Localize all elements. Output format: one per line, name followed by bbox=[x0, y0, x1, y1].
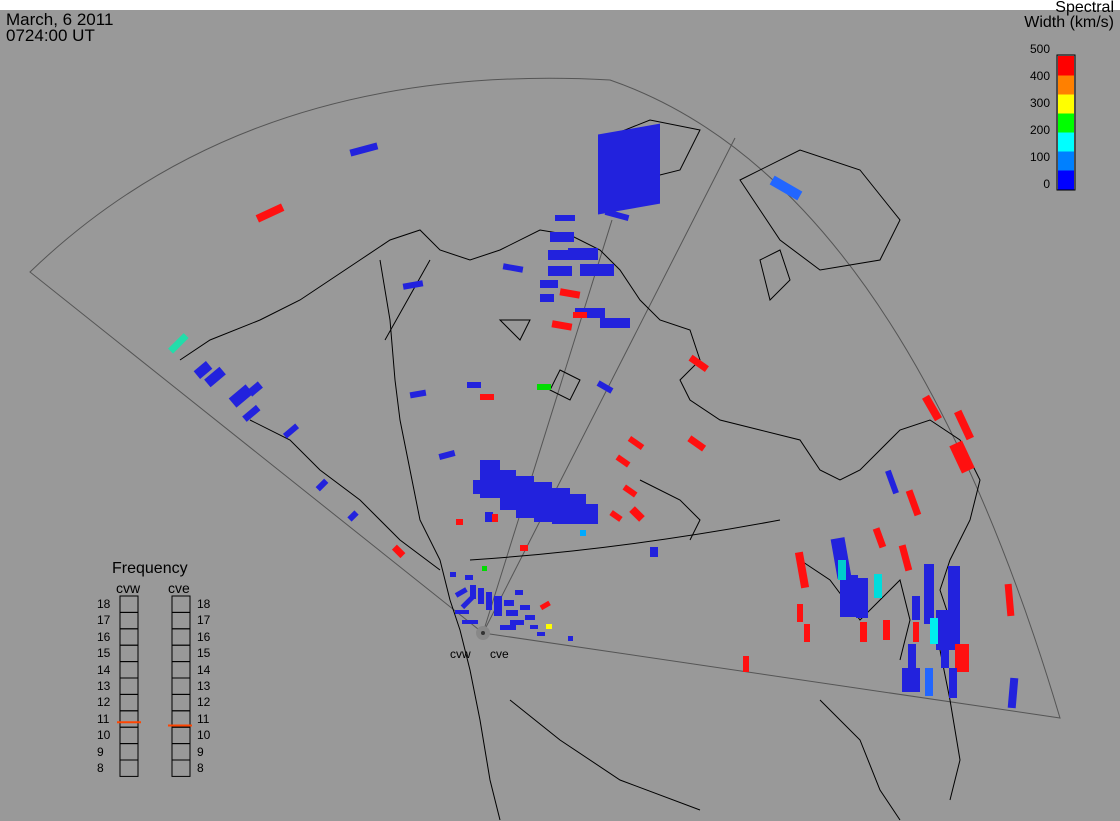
echo-near-green bbox=[482, 566, 487, 571]
radar-label-west: cvw bbox=[450, 647, 471, 661]
cve-frequency-label: 11 bbox=[197, 711, 210, 726]
echo-north-red-3 bbox=[573, 312, 587, 318]
cvw-frequency-label: 13 bbox=[97, 679, 111, 693]
cvw-frequency-cell bbox=[119, 743, 139, 761]
cvw-frequency-label: 9 bbox=[97, 744, 104, 759]
echo-mid-red-2 bbox=[492, 514, 498, 522]
cvw-frequency-cell bbox=[119, 644, 139, 663]
cvw-frequency-label: 16 bbox=[97, 629, 111, 644]
cvw-frequency-cell bbox=[119, 726, 139, 745]
cvw-frequency-cell bbox=[119, 611, 139, 630]
cve-frequency-cell bbox=[171, 595, 191, 613]
echo-alaska-red bbox=[255, 203, 285, 223]
colorbar-segment bbox=[1058, 75, 1074, 95]
cve-frequency-label: 18 bbox=[197, 597, 211, 611]
cve-frequency-label: 17 bbox=[197, 613, 211, 628]
cvw-frequency-cell bbox=[119, 661, 139, 679]
echo-mid-red-1 bbox=[456, 519, 463, 525]
cvw-frequency-cell bbox=[119, 710, 139, 728]
cvw-frequency-cell bbox=[119, 693, 139, 712]
echo-mid-red-3 bbox=[520, 545, 528, 551]
cvw-frequency-label: 8 bbox=[97, 761, 104, 775]
plot-time: 0724:00 UT bbox=[6, 26, 95, 45]
colorbar-tick: 300 bbox=[1029, 96, 1050, 110]
cve-frequency-cell bbox=[171, 628, 191, 646]
cvw-frequency-label: 18 bbox=[97, 597, 111, 611]
cvw-frequency-label: 15 bbox=[97, 646, 111, 661]
cve-frequency-cell bbox=[171, 644, 191, 663]
cve-frequency-cell bbox=[171, 726, 191, 745]
cvw-frequency-label: 11 bbox=[97, 711, 110, 726]
colorbar-segment bbox=[1058, 113, 1074, 133]
cve-frequency-cell bbox=[171, 661, 191, 679]
echo-north-red-1 bbox=[559, 288, 581, 299]
coastlines bbox=[179, 119, 981, 821]
cve-frequency-cell bbox=[171, 693, 191, 712]
cve-frequency-label: 13 bbox=[197, 679, 211, 693]
cve-frequency-cell bbox=[171, 677, 191, 695]
echo-alaska-top bbox=[349, 142, 379, 157]
frequency-col-label-east: cve bbox=[168, 580, 190, 596]
fov-outline bbox=[29, 77, 1061, 719]
plot-date: March, 6 2011 bbox=[6, 10, 114, 29]
echo-near-red bbox=[539, 600, 551, 611]
cve-frequency-cell bbox=[171, 759, 191, 777]
echo-mid-cyan bbox=[580, 530, 586, 536]
frequency-panel bbox=[117, 595, 192, 777]
top-strip bbox=[0, 0, 1120, 10]
colorbar-title-line2: Width (km/s) bbox=[1024, 14, 1114, 31]
colorbar-tick: 500 bbox=[1029, 42, 1050, 56]
colorbar-segment bbox=[1058, 151, 1074, 171]
cvw-frequency-label: 12 bbox=[97, 695, 111, 710]
cvw-frequency-label: 14 bbox=[97, 662, 111, 677]
colorbar-frame bbox=[1056, 54, 1076, 191]
colorbar-tick: 100 bbox=[1029, 150, 1050, 164]
radar-echoes bbox=[168, 123, 1019, 709]
cve-frequency-label: 14 bbox=[197, 662, 211, 677]
cvw-frequency-cell bbox=[119, 759, 139, 777]
cve-frequency-label: 10 bbox=[197, 728, 211, 743]
cve-frequency-label: 8 bbox=[197, 761, 204, 775]
cve-frequency-label: 16 bbox=[197, 629, 211, 644]
colorbar bbox=[1056, 54, 1076, 191]
cvw-frequency-label: 17 bbox=[97, 613, 111, 628]
colorbar-segment bbox=[1058, 170, 1074, 190]
beam-boundary-east bbox=[482, 219, 613, 634]
echo-alaska-cyan bbox=[168, 333, 189, 354]
colorbar-tick: 0 bbox=[1043, 177, 1050, 191]
colorbar-segment bbox=[1058, 94, 1074, 114]
cve-frequency-label: 15 bbox=[197, 646, 211, 661]
cve-frequency-label: 12 bbox=[197, 695, 211, 710]
mid-cluster bbox=[473, 460, 598, 524]
colorbar-segment bbox=[1058, 132, 1074, 152]
cvw-frequency-label: 10 bbox=[97, 728, 111, 743]
colorbar-tick: 200 bbox=[1029, 123, 1050, 137]
cve-frequency-label: 9 bbox=[197, 744, 204, 759]
colorbar-segment bbox=[1058, 56, 1074, 76]
near-range-echoes bbox=[450, 572, 573, 641]
cve-frequency-cell bbox=[171, 743, 191, 761]
frequency-panel-title: Frequency bbox=[112, 560, 188, 577]
radar-site-center bbox=[481, 631, 485, 635]
echo-near-yellow bbox=[546, 624, 552, 629]
cvw-frequency-cell bbox=[119, 628, 139, 646]
north-cluster bbox=[540, 123, 660, 328]
cvw-frequency-cell bbox=[119, 595, 139, 613]
cve-frequency-cell bbox=[171, 611, 191, 630]
radar-label-east: cve bbox=[490, 647, 509, 661]
colorbar-title-line1: Spectral bbox=[1055, 0, 1114, 16]
echo-north-red-2 bbox=[551, 320, 573, 331]
colorbar-tick: 400 bbox=[1029, 69, 1050, 83]
cvw-frequency-cell bbox=[119, 677, 139, 695]
frequency-col-label-west: cvw bbox=[116, 580, 141, 596]
